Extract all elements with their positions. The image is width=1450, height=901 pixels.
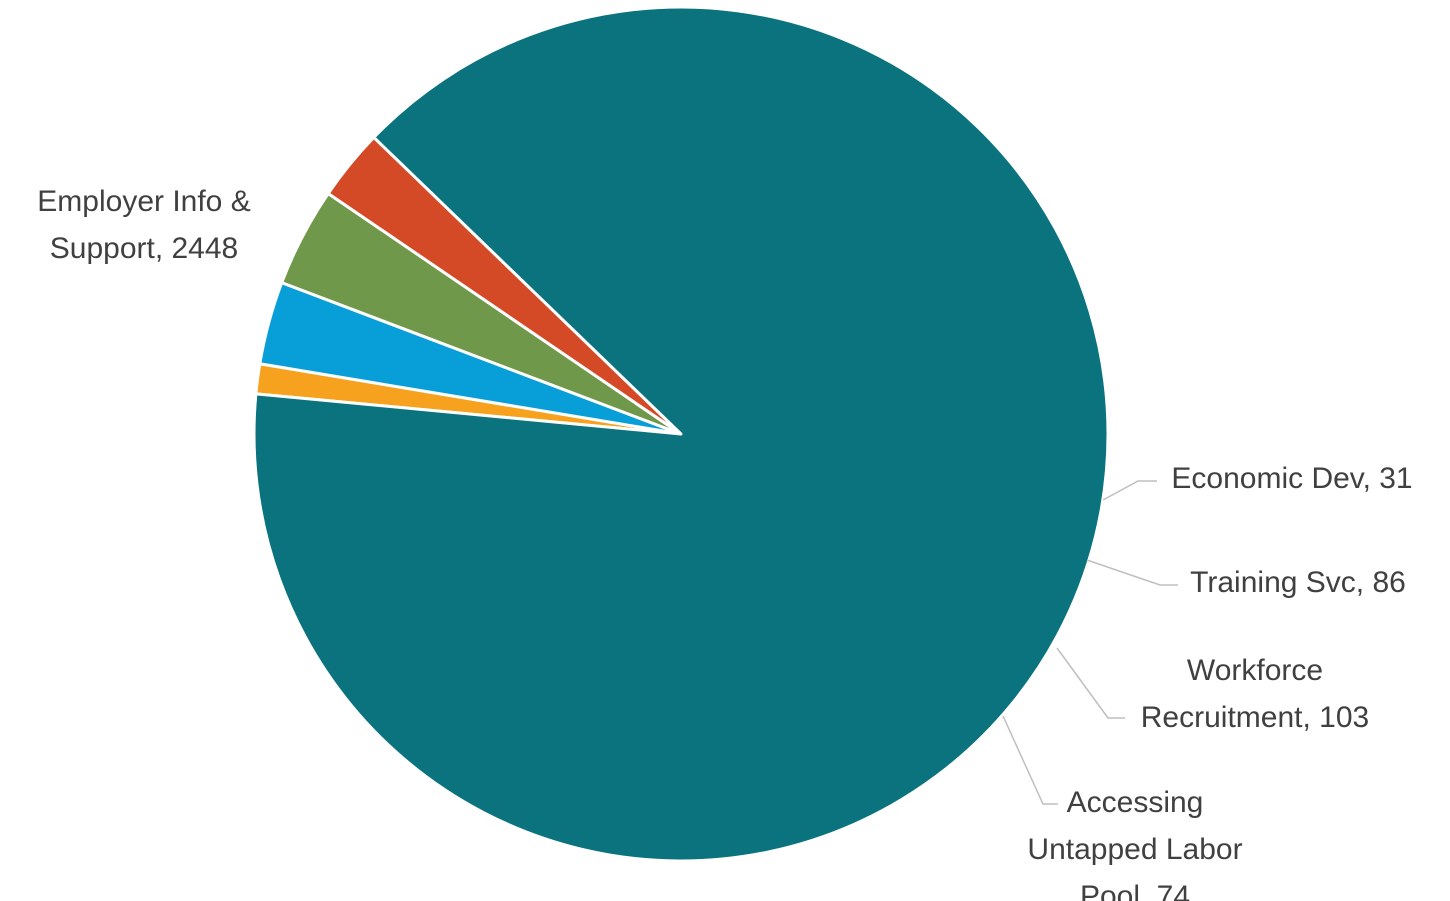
data-label-line: Accessing [1067, 786, 1204, 819]
data-label-employer-info-and-support: Employer Info & Support, 2448 [37, 185, 250, 265]
data-labels: Economic Dev, 31 Training Svc, 86 Workforc… [37, 185, 1412, 901]
data-label-line: Support, 2448 [50, 232, 238, 265]
leader-lines [1002, 480, 1178, 805]
data-label-line: Pool, 74 [1080, 880, 1190, 901]
data-label-line: Training Svc, 86 [1190, 566, 1406, 599]
leader-line-accessing-untapped-labor-pool [1002, 715, 1058, 805]
leader-line-economic-dev [1102, 480, 1157, 501]
data-label-line: Workforce [1187, 654, 1323, 687]
data-label-line: Untapped Labor [1027, 833, 1242, 866]
pie-slices [252, 5, 1110, 863]
data-label-line: Employer Info & [37, 185, 250, 218]
data-label-training-svc: Training Svc, 86 [1190, 566, 1406, 599]
data-label-line: Economic Dev, 31 [1171, 462, 1412, 495]
data-label-accessing-untapped-labor-pool: Accessing Untapped Labor Pool, 74 [1027, 786, 1242, 901]
leader-line-training-svc [1086, 559, 1178, 586]
data-label-line: Recruitment, 103 [1141, 701, 1369, 734]
leader-line-workforce-recruitment [1056, 647, 1125, 719]
data-label-workforce-recruitment: Workforce Recruitment, 103 [1141, 654, 1369, 734]
data-label-economic-dev: Economic Dev, 31 [1171, 462, 1412, 495]
pie-slice-employer-info-and-support [252, 5, 1110, 863]
